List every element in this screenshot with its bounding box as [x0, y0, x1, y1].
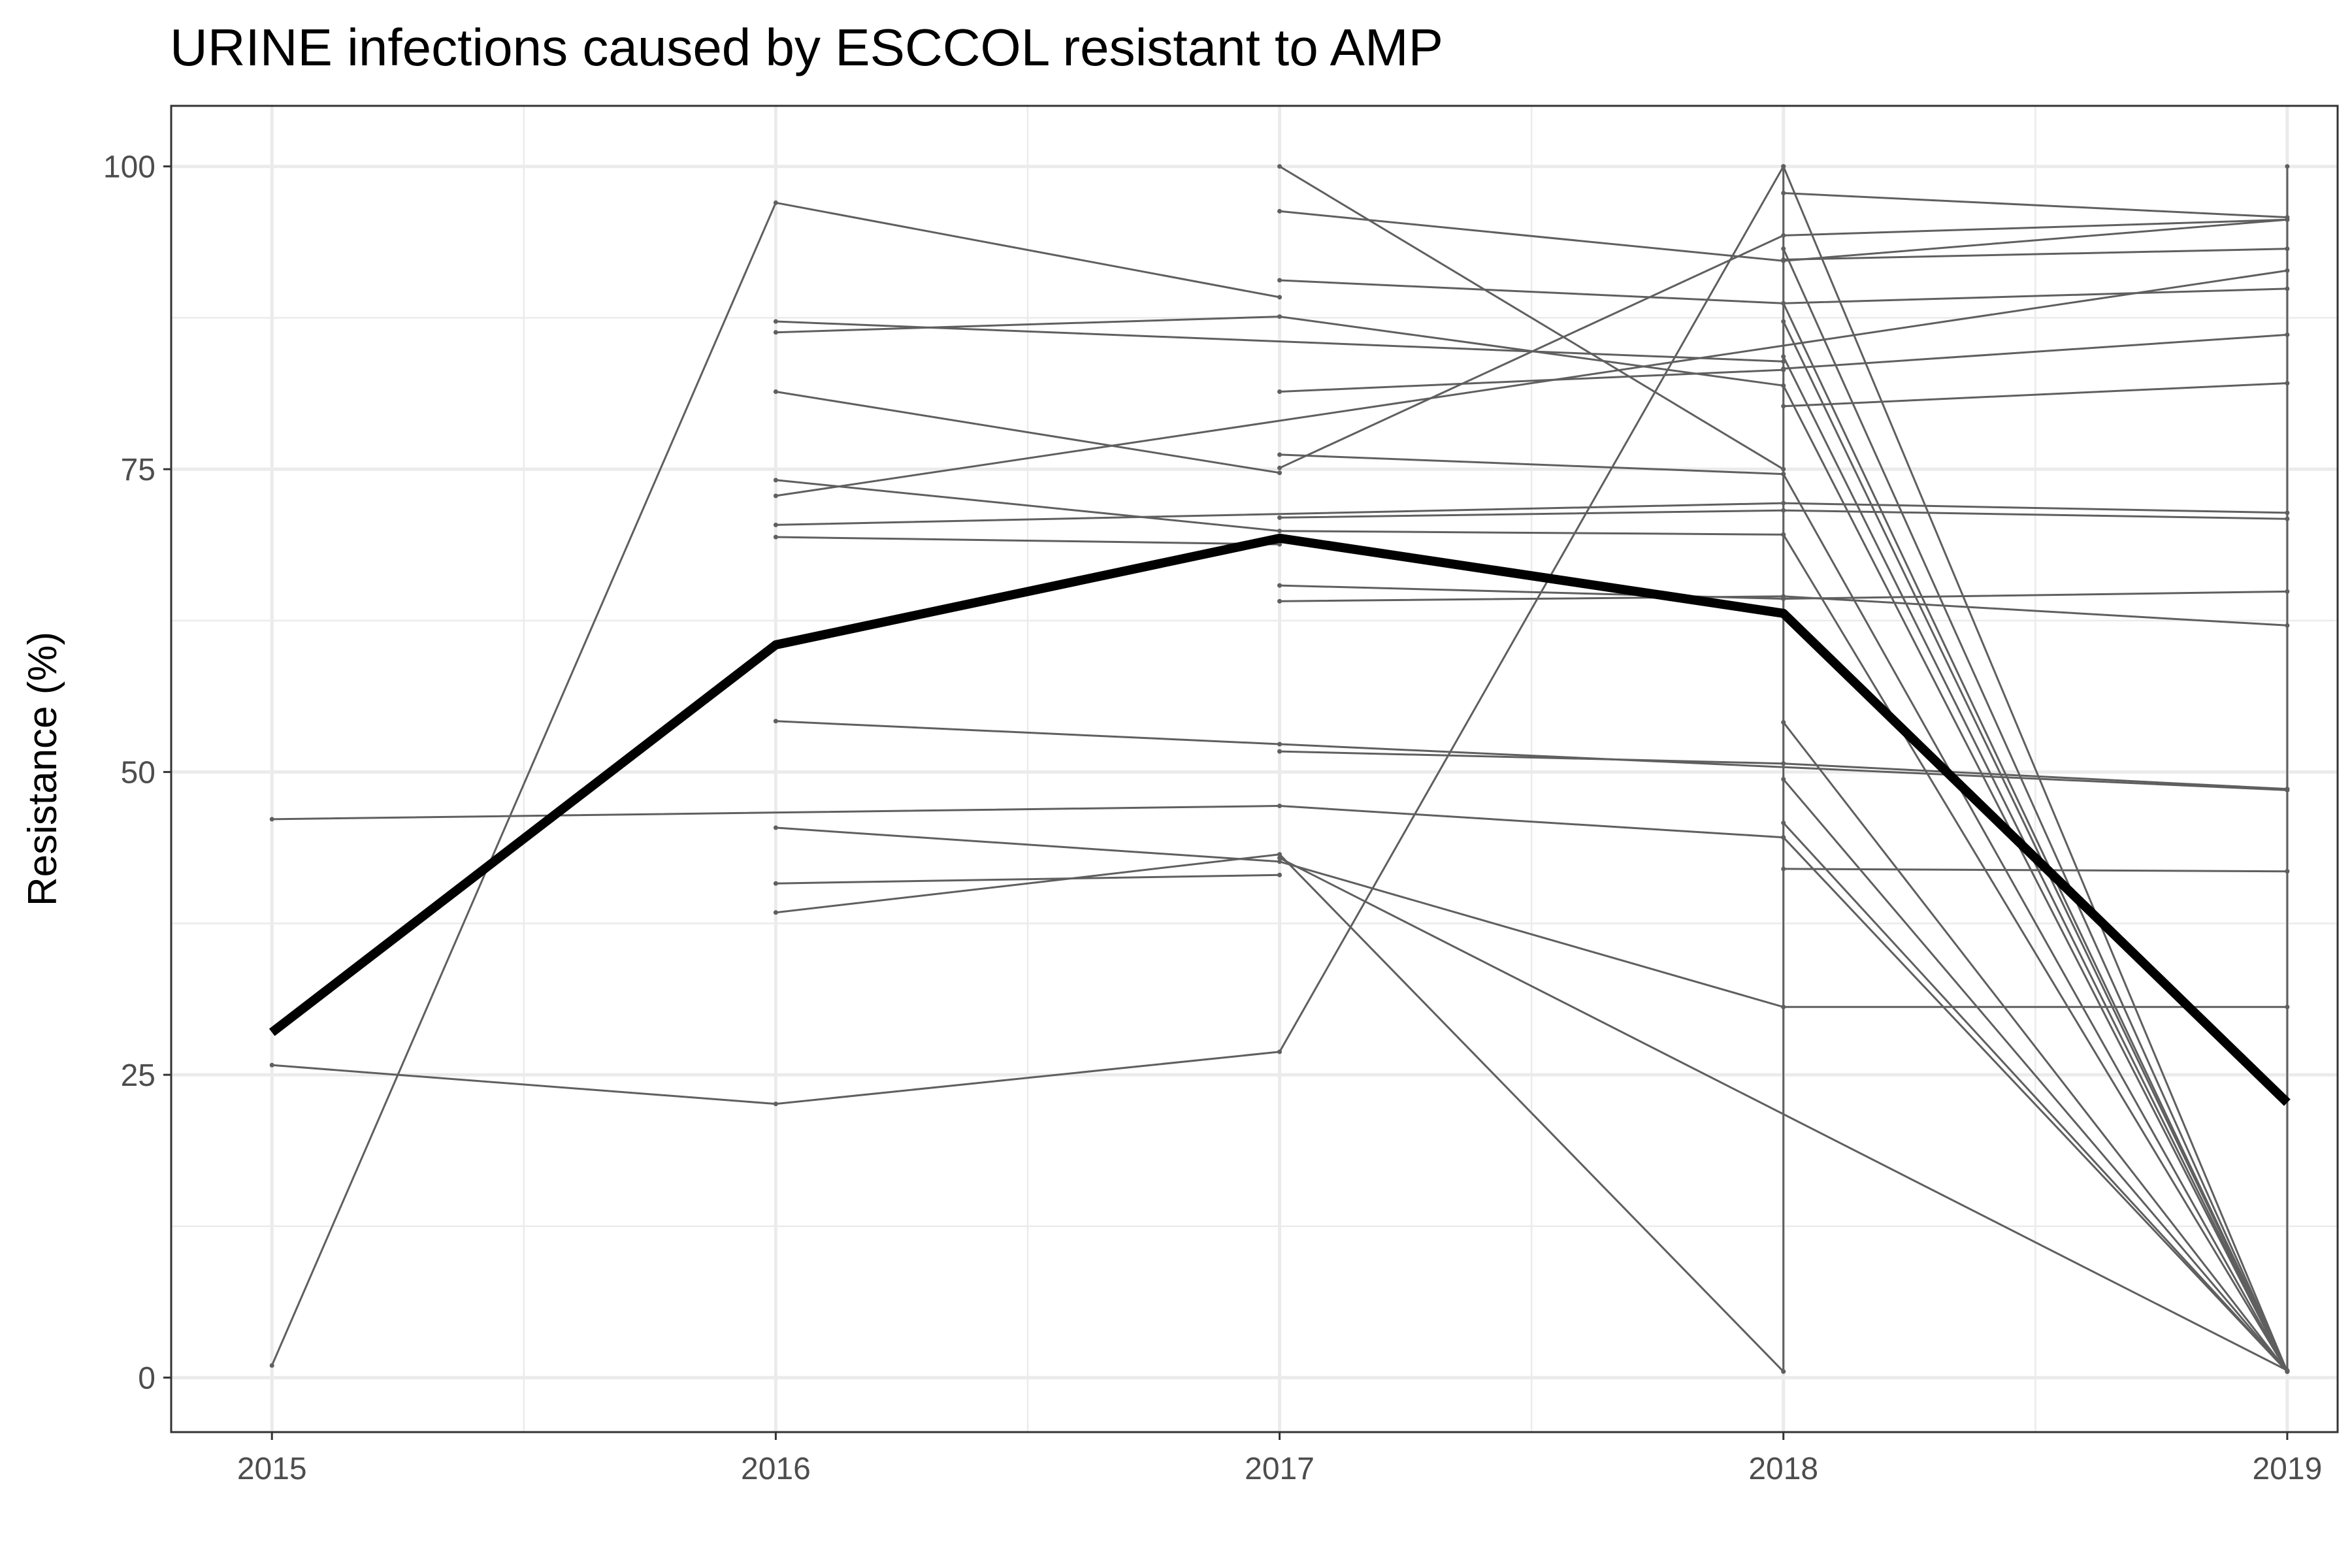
y-tick-label: 75: [121, 453, 155, 487]
x-tick-label: 2018: [1748, 1452, 1818, 1486]
site-data-point: [773, 1102, 778, 1107]
site-data-point: [2285, 1369, 2290, 1374]
site-series-line-13: [776, 874, 1280, 885]
site-data-point: [1277, 314, 1282, 319]
site-data-point: [269, 1062, 274, 1068]
site-data-point: [1277, 1049, 1282, 1054]
site-series-line-26: [1783, 192, 2287, 219]
site-series-line-32: [1782, 166, 2289, 1372]
site-data-point: [1277, 452, 1282, 457]
y-tick-label: 50: [121, 756, 155, 791]
site-data-point: [1277, 855, 1282, 860]
site-series-line-4: [776, 320, 1784, 363]
site-series-line-42: [1782, 822, 2289, 1373]
site-data-point: [773, 719, 778, 724]
site-data-point: [1277, 804, 1282, 809]
site-series-line-39: [1782, 534, 2289, 1373]
site-data-point: [773, 389, 778, 395]
site-data-point: [773, 910, 778, 915]
site-data-point: [1277, 278, 1282, 283]
site-data-point: [1781, 1369, 1786, 1374]
y-tick-label: 100: [103, 150, 155, 185]
x-tick-label: 2019: [2252, 1452, 2322, 1486]
site-series-line-18: [1279, 368, 1784, 393]
site-series-line-43: [1782, 836, 2288, 1373]
plot-panel-border: [170, 105, 2339, 1433]
site-data-point: [773, 522, 778, 527]
site-series-line-28: [1783, 382, 2287, 408]
site-series-line-15: [1279, 165, 1784, 470]
site-data-point: [773, 200, 778, 205]
site-series-line-3: [272, 165, 1785, 1105]
site-data-point: [1277, 389, 1282, 395]
site-data-point: [773, 881, 778, 886]
site-series-lines: [269, 164, 2290, 1374]
site-data-point: [269, 1363, 274, 1368]
site-data-point: [773, 330, 778, 335]
site-series-line-40: [1782, 721, 2289, 1373]
site-series-line-35: [1782, 321, 2289, 1372]
site-data-point: [1277, 583, 1282, 588]
site-data-point: [1277, 742, 1282, 747]
site-series-line-33: [1782, 248, 2289, 1372]
x-tick-label: 2017: [1245, 1452, 1315, 1486]
site-series-line-41: [1782, 778, 2289, 1373]
mean-resistance-line: [269, 533, 2291, 1106]
x-tick-label: 2015: [237, 1452, 307, 1486]
site-series-line-30: [1783, 868, 2287, 873]
mean-series-line: [269, 533, 2291, 1106]
axes: 0 25 50 75 100 2015 2016 2017 2018 2019: [103, 150, 2322, 1486]
site-data-point: [1277, 164, 1282, 169]
site-series-line-29: [1783, 333, 2288, 370]
site-data-point: [1277, 295, 1282, 300]
site-series-line-34: [1782, 302, 2289, 1372]
site-data-point: [1277, 465, 1282, 470]
y-axis-title: Resistance (%): [20, 632, 65, 906]
site-data-point: [2285, 164, 2290, 169]
site-data-point: [1277, 872, 1282, 877]
site-data-point: [1277, 515, 1282, 520]
site-data-point: [1781, 164, 1786, 169]
site-data-point: [1277, 598, 1282, 604]
site-series-line-37: [1782, 385, 2289, 1372]
site-series-line-6: [776, 269, 2288, 497]
site-data-point: [1277, 749, 1282, 754]
site-data-point: [773, 534, 778, 540]
site-data-point: [269, 817, 274, 822]
y-tick-label: 0: [138, 1362, 155, 1396]
site-data-point: [1277, 542, 1282, 547]
site-data-point: [1277, 859, 1282, 864]
site-data-point: [1277, 852, 1282, 857]
site-series-line-7: [776, 391, 1280, 474]
chart-title: URINE infections caused by ESCCOL resist…: [170, 18, 1443, 76]
site-series-line-38: [1782, 473, 2289, 1373]
site-series-line-27: [1783, 248, 2287, 261]
y-tick-label: 25: [121, 1058, 155, 1093]
site-series-line-10: [776, 536, 1280, 546]
site-data-point: [1277, 208, 1282, 214]
site-data-point: [1277, 470, 1282, 476]
x-tick-label: 2016: [741, 1452, 811, 1486]
site-data-point: [773, 493, 778, 498]
site-series-line-19: [1279, 453, 1784, 476]
site-data-point: [773, 825, 778, 830]
site-data-point: [773, 319, 778, 324]
site-data-point: [1277, 529, 1282, 534]
site-data-point: [773, 478, 778, 483]
